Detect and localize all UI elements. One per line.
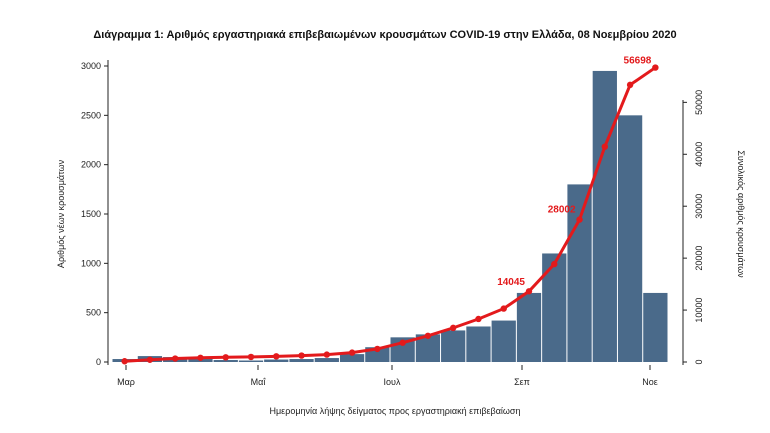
bar-20 [617, 115, 643, 362]
cum-point-10 [374, 345, 381, 353]
y2-tick-label-1: 10000 [694, 298, 704, 323]
y-tick-label-6: 3000 [81, 61, 101, 71]
y2-tick-label-3: 30000 [694, 194, 704, 219]
cum-point-20 [626, 81, 634, 89]
cum-point-6 [273, 353, 280, 360]
x-tick-label-4: Νοε [642, 377, 658, 387]
cum-point-17 [551, 260, 558, 268]
bar-19 [592, 70, 617, 362]
y-axis-ticks: 0 500 1000 1500 2000 2500 3000 [81, 61, 108, 367]
y-tick-label-2: 1000 [81, 258, 101, 268]
cum-point-11 [399, 339, 406, 346]
cum-line [124, 66, 657, 363]
y2-tick-label-2: 20000 [694, 246, 704, 271]
cumulative-series [121, 64, 659, 365]
cum-annotation-0: 14045 [497, 277, 525, 288]
cum-point-19 [601, 143, 609, 150]
x-tick-label-2: Ιουλ [384, 377, 401, 387]
cum-point-15 [500, 305, 507, 312]
cumulative-annotations: 14045 28002 56698 [497, 56, 652, 288]
bar-7 [289, 359, 314, 362]
y2-tick-label-5: 50000 [694, 90, 704, 115]
x-axis-label: Ημερομηνία λήψης δείγματος προς εργαστηρ… [270, 406, 521, 416]
cum-annotation-1: 28002 [548, 205, 576, 216]
cum-point-21 [652, 64, 659, 71]
cum-point-2 [171, 355, 179, 362]
y-tick-label-4: 2000 [81, 160, 101, 170]
bar-21 [643, 292, 668, 362]
y2-tick-label-4: 40000 [694, 142, 704, 167]
bar-series [112, 70, 668, 362]
cum-point-18 [576, 216, 583, 223]
bar-4 [213, 360, 238, 362]
bar-18 [567, 184, 592, 362]
bar-6 [264, 359, 289, 362]
y2-tick-label-0: 0 [694, 359, 704, 364]
bar-13 [441, 330, 466, 362]
y-tick-label-3: 1500 [81, 209, 101, 219]
y-axis-label: Αριθμός νέων κρουσμάτων [56, 159, 66, 268]
y-tick-label-5: 2500 [81, 110, 101, 120]
y-tick-label-0: 0 [96, 357, 101, 367]
bar-15 [491, 320, 516, 362]
x-tick-label-0: Μαρ [117, 377, 135, 387]
cum-point-13 [449, 324, 457, 332]
cum-point-8 [323, 351, 331, 358]
bar-14 [466, 326, 491, 362]
bar-5 [238, 360, 264, 362]
chart-title: Διάγραμμα 1: Αριθμός εργαστηριακά επιβεβ… [93, 29, 676, 41]
cum-point-16 [525, 288, 533, 295]
y2-axis-label: Συνολικός αριθμός κρουσμάτων [736, 150, 746, 278]
x-tick-label-1: Μαΐ [251, 377, 267, 387]
y-tick-label-1: 500 [86, 308, 101, 318]
cum-point-14 [475, 315, 482, 323]
bar-8 [314, 358, 339, 362]
x-tick-label-3: Σεπ [514, 377, 530, 387]
cum-point-7 [298, 352, 305, 359]
bar-17 [542, 253, 567, 362]
bar-16 [516, 292, 542, 362]
cum-point-3 [197, 354, 204, 361]
bar-9 [339, 354, 365, 362]
x-axis-ticks: Μαρ Μαΐ Ιουλ Σεπ Νοε [117, 365, 658, 387]
y2-axis-ticks: 0 10000 20000 30000 40000 50000 [683, 90, 704, 365]
cum-point-9 [348, 349, 356, 356]
cum-point-12 [424, 332, 432, 339]
cum-point-4 [222, 354, 229, 361]
cum-point-1 [146, 356, 154, 363]
cum-annotation-2: 56698 [624, 56, 652, 67]
cum-point-5 [247, 353, 255, 361]
cum-point-0 [121, 358, 128, 365]
